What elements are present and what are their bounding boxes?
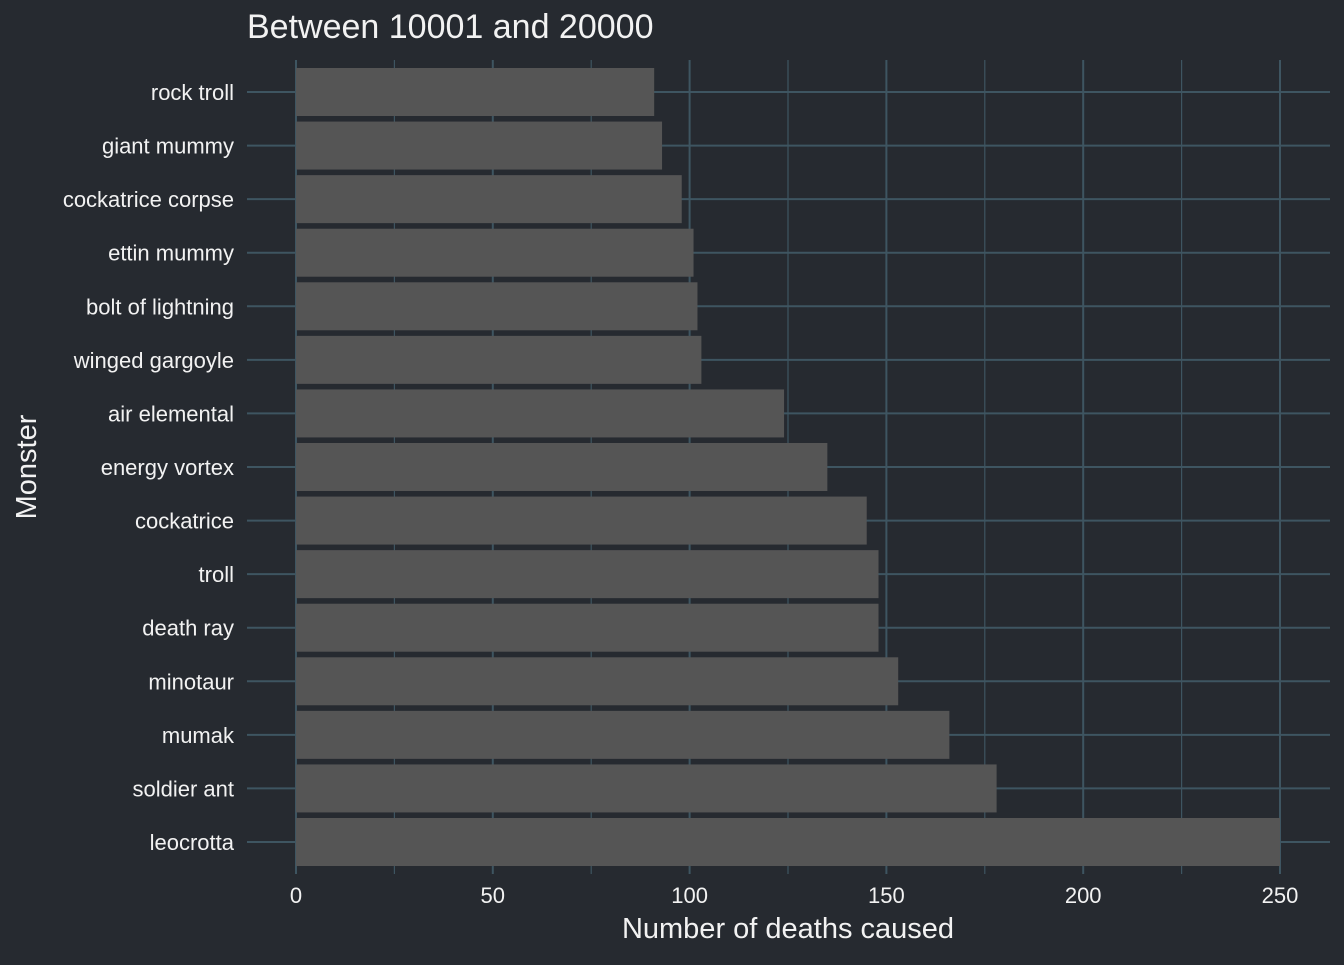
y-tick-label: rock troll: [151, 80, 234, 105]
y-tick-label: leocrotta: [150, 830, 235, 855]
y-tick-label: minotaur: [148, 669, 234, 694]
x-tick-label: 250: [1262, 883, 1299, 908]
bar: [296, 443, 828, 491]
bar: [296, 175, 682, 224]
y-tick-label: air elemental: [108, 401, 234, 426]
bar: [296, 710, 950, 759]
bar: [296, 68, 655, 116]
y-tick-label: energy vortex: [101, 455, 234, 480]
bar: [296, 389, 785, 438]
y-tick-label: death ray: [142, 616, 234, 641]
y-tick-label: troll: [199, 562, 234, 587]
bar: [296, 335, 702, 384]
bar: [296, 282, 698, 331]
chart-title: Between 10001 and 20000: [247, 8, 653, 46]
y-tick-label: ettin mummy: [108, 241, 234, 266]
y-tick-label: bolt of lightning: [86, 294, 234, 319]
bar: [296, 550, 879, 599]
x-tick-label: 150: [868, 883, 905, 908]
y-tick-label: giant mummy: [102, 134, 234, 159]
y-tick-labels: rock troll giant mummy cockatrice corpse et…: [63, 80, 235, 855]
y-axis-title: Monster: [11, 414, 43, 519]
y-tick-label: cockatrice: [135, 509, 234, 534]
y-tick-label: cockatrice corpse: [63, 187, 234, 212]
y-tick-label: mumak: [162, 723, 235, 748]
bar: [296, 496, 867, 545]
x-tick-labels: 0 50 100 150 200 250: [290, 883, 1298, 908]
x-tick-label: 200: [1065, 883, 1102, 908]
bar: [296, 228, 694, 277]
bar: [296, 818, 1280, 866]
bar: [296, 121, 663, 170]
y-tick-label: soldier ant: [132, 776, 234, 801]
bar: [296, 603, 879, 652]
bar: [296, 764, 997, 813]
bar: [296, 657, 899, 706]
x-axis-title: Number of deaths caused: [622, 913, 954, 945]
x-tick-label: 100: [671, 883, 708, 908]
y-tick-label: winged gargoyle: [73, 348, 234, 373]
x-tick-label: 50: [481, 883, 505, 908]
bars: [296, 68, 1280, 866]
x-tick-label: 0: [290, 883, 302, 908]
